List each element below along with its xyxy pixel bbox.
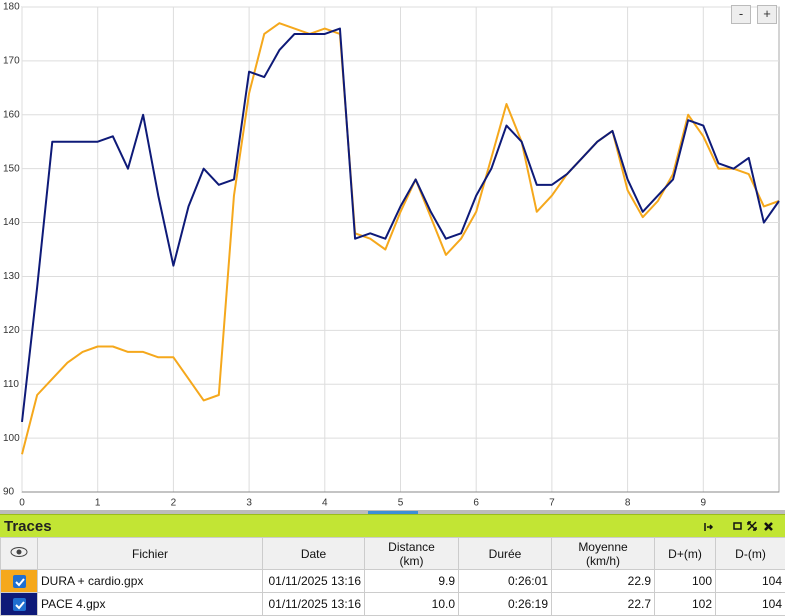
column-header[interactable]: Moyenne (km/h) (552, 538, 655, 570)
visibility-cell (1, 570, 38, 593)
visibility-checkbox[interactable] (13, 598, 26, 611)
column-header[interactable]: D+(m) (655, 538, 716, 570)
table-cell: 0:26:19 (459, 593, 552, 616)
x-tick-label: 9 (701, 498, 707, 509)
x-tick-label: 3 (246, 498, 252, 509)
check-mark (13, 598, 26, 611)
x-tick-label: 2 (171, 498, 177, 509)
zoom-in-button[interactable]: + (757, 5, 777, 24)
visibility-header[interactable] (1, 538, 38, 570)
visibility-cell (1, 593, 38, 616)
x-tick-label: 1 (95, 498, 101, 509)
x-tick-label: 5 (398, 498, 404, 509)
file-name: PACE 4.gpx (38, 593, 263, 616)
table-cell: 10.0 (365, 593, 459, 616)
y-tick-label: 170 (3, 56, 20, 67)
table-cell: 104 (716, 593, 785, 616)
column-header[interactable]: Durée (459, 538, 552, 570)
x-tick-label: 7 (549, 498, 555, 509)
x-tick-label: 4 (322, 498, 328, 509)
column-header[interactable]: Fichier (38, 538, 263, 570)
icon-maximize[interactable] (748, 522, 756, 530)
icon-restore[interactable] (734, 523, 741, 529)
table-cell: 22.7 (552, 593, 655, 616)
icon-close[interactable] (765, 523, 772, 530)
visibility-checkbox[interactable] (13, 575, 26, 588)
panel-title: Traces (4, 518, 52, 535)
file-name: DURA + cardio.gpx (38, 570, 263, 593)
y-tick-label: 150 (3, 163, 20, 174)
zoom-out-button[interactable]: - (731, 5, 751, 24)
panel-header: Traces (0, 514, 785, 538)
x-tick-label: 0 (19, 498, 25, 509)
table-cell: 102 (655, 593, 716, 616)
y-tick-label: 100 (3, 433, 20, 444)
table-cell: 01/11/2025 13:16 (263, 593, 365, 616)
panel-icons (701, 517, 781, 537)
y-tick-label: 90 (3, 487, 15, 498)
table-cell: 104 (716, 570, 785, 593)
check-mark (13, 575, 26, 588)
y-tick-label: 140 (3, 217, 20, 228)
eye-icon (10, 546, 28, 558)
y-tick-label: 110 (3, 379, 19, 390)
x-tick-label: 6 (473, 498, 479, 509)
y-tick-label: 180 (3, 2, 20, 13)
x-tick-label: 8 (625, 498, 631, 509)
column-header[interactable]: Date (263, 538, 365, 570)
table-cell: 22.9 (552, 570, 655, 593)
table-cell: 100 (655, 570, 716, 593)
icon-pin[interactable] (705, 523, 712, 531)
table-cell: 9.9 (365, 570, 459, 593)
column-header[interactable]: D-(m) (716, 538, 785, 570)
y-tick-label: 130 (3, 271, 20, 282)
column-header[interactable]: Distance (km) (365, 538, 459, 570)
y-tick-label: 160 (3, 109, 20, 120)
table-cell: 01/11/2025 13:16 (263, 570, 365, 593)
chart: 90 100 110 120 130 140 150 160 170 180 0 1 2 3 4 5 6 7 8 9 (0, 0, 785, 510)
y-tick-label: 120 (3, 325, 20, 336)
table-cell: 0:26:01 (459, 570, 552, 593)
